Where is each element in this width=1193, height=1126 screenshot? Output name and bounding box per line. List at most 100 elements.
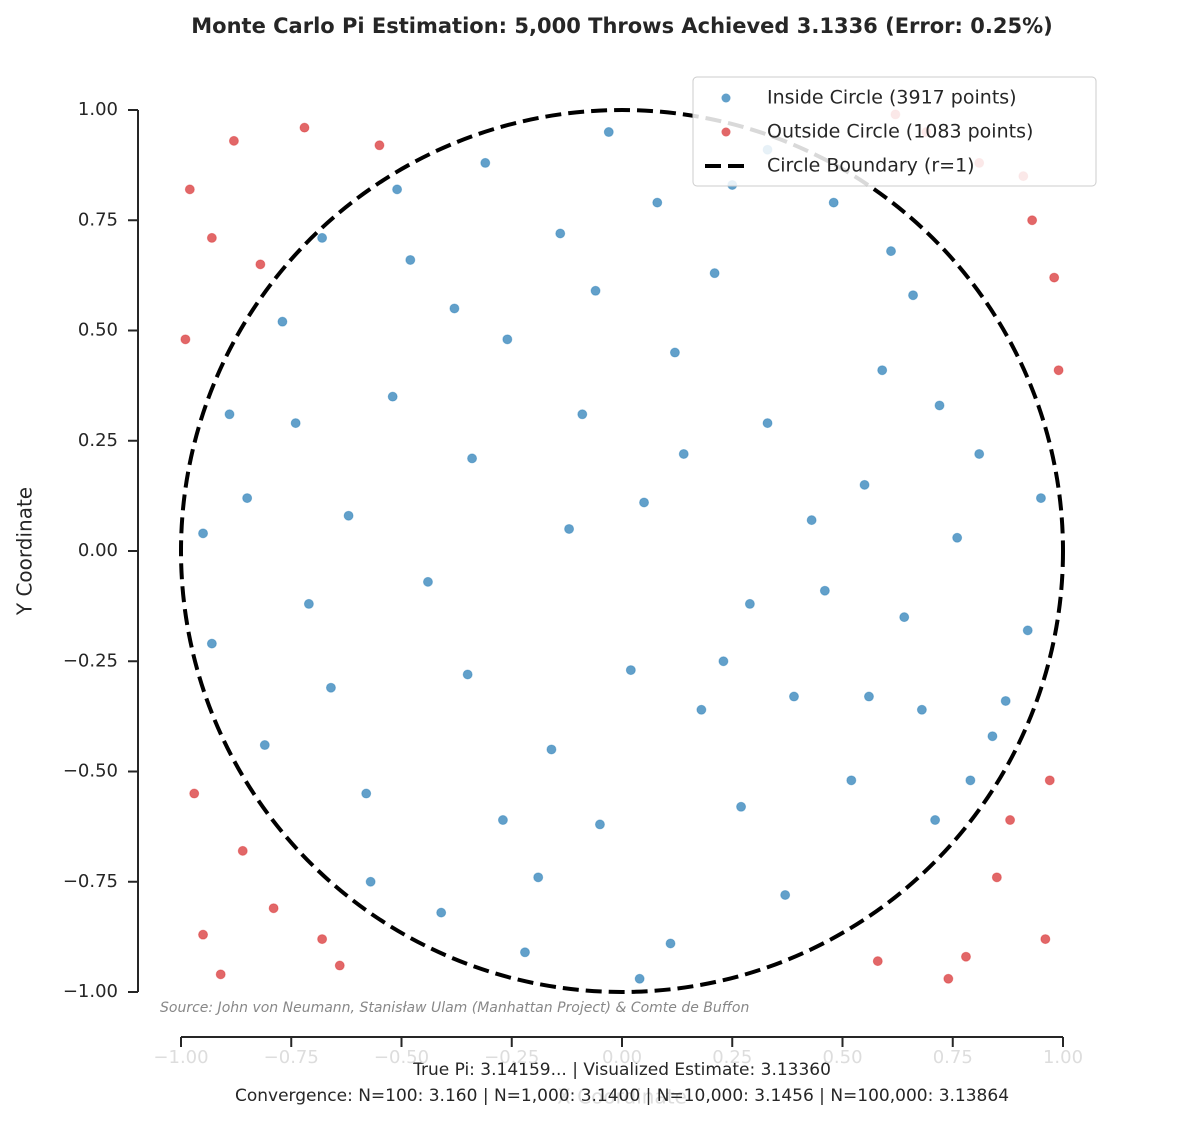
footer-line: True Pi: 3.14159... | Visualized Estimat… xyxy=(412,1060,831,1080)
point xyxy=(387,391,398,402)
point xyxy=(325,682,336,693)
source-note: Source: John von Neumann, Stanisław Ulam… xyxy=(160,1000,749,1016)
point xyxy=(422,576,433,587)
point xyxy=(908,290,919,301)
point xyxy=(374,140,385,151)
point xyxy=(678,448,689,459)
point xyxy=(1040,934,1051,945)
point xyxy=(502,334,513,345)
point xyxy=(206,638,217,649)
point xyxy=(634,973,645,984)
point xyxy=(259,740,270,751)
point xyxy=(1044,775,1055,786)
point xyxy=(788,691,799,702)
x-tick-label: 1.00 xyxy=(1043,1047,1083,1068)
point xyxy=(1022,625,1033,636)
point xyxy=(780,889,791,900)
point xyxy=(533,872,544,883)
point xyxy=(987,731,998,742)
point xyxy=(930,815,941,826)
point xyxy=(577,409,588,420)
point xyxy=(934,400,945,411)
x-tick-label: 0.00 xyxy=(602,1047,642,1068)
point xyxy=(603,127,614,138)
point xyxy=(277,316,288,327)
point xyxy=(590,285,601,296)
y-tick-label: −1.00 xyxy=(63,981,118,1002)
x-axis-label: X Coordinate xyxy=(557,1085,687,1109)
point xyxy=(237,845,248,856)
point xyxy=(255,259,266,270)
point xyxy=(228,135,239,146)
point xyxy=(449,303,460,314)
point xyxy=(1049,272,1060,283)
legend-marker xyxy=(721,93,731,103)
point xyxy=(546,744,557,755)
point xyxy=(519,947,530,958)
point xyxy=(806,515,817,526)
y-tick-label: 0.00 xyxy=(78,540,118,561)
points xyxy=(180,109,1064,984)
point xyxy=(846,775,857,786)
point xyxy=(991,872,1002,883)
point xyxy=(290,418,301,429)
point xyxy=(180,334,191,345)
point xyxy=(206,232,217,243)
point xyxy=(215,969,226,980)
point xyxy=(819,585,830,596)
point xyxy=(317,934,328,945)
y-tick-label: 0.75 xyxy=(78,209,118,230)
legend-marker xyxy=(721,127,731,137)
y-tick-label: 0.25 xyxy=(78,430,118,451)
point xyxy=(762,418,773,429)
point xyxy=(639,497,650,508)
point xyxy=(242,493,253,504)
point xyxy=(564,523,575,534)
footer-line: Convergence: N=100: 3.160 | N=1,000: 3.1… xyxy=(235,1086,1009,1106)
point xyxy=(334,960,345,971)
point xyxy=(392,184,403,195)
point xyxy=(1053,365,1064,376)
y-tick-label: −0.50 xyxy=(63,761,118,782)
point xyxy=(497,815,508,826)
circle-boundary xyxy=(179,108,1065,994)
point xyxy=(555,228,566,239)
x-tick-label: 0.25 xyxy=(712,1047,752,1068)
point xyxy=(1035,493,1046,504)
legend-label: Circle Boundary (r=1) xyxy=(767,155,975,177)
point xyxy=(224,409,235,420)
point xyxy=(405,254,416,265)
point xyxy=(863,691,874,702)
y-axis-label: Y Coordinate xyxy=(13,487,37,616)
point xyxy=(872,956,883,967)
y-tick-label: 0.50 xyxy=(78,320,118,341)
point xyxy=(462,669,473,680)
point xyxy=(744,598,755,609)
point xyxy=(886,246,897,257)
point xyxy=(669,347,680,358)
point xyxy=(594,819,605,830)
y-tick-label: −0.75 xyxy=(63,871,118,892)
y-tick-label: 1.00 xyxy=(78,99,118,120)
point xyxy=(303,598,314,609)
point xyxy=(718,656,729,667)
x-tick-label: 0.75 xyxy=(933,1047,973,1068)
point xyxy=(184,184,195,195)
point xyxy=(436,907,447,918)
point xyxy=(943,973,954,984)
x-tick-label: −1.00 xyxy=(153,1047,208,1068)
point xyxy=(652,197,663,208)
point xyxy=(859,479,870,490)
point xyxy=(361,788,372,799)
point xyxy=(916,704,927,715)
point xyxy=(974,448,985,459)
point xyxy=(268,903,279,914)
x-tick-label: −0.25 xyxy=(484,1047,539,1068)
point xyxy=(960,951,971,962)
point xyxy=(365,876,376,887)
point xyxy=(299,122,310,133)
point xyxy=(952,532,963,543)
point xyxy=(709,268,720,279)
point xyxy=(1000,695,1011,706)
